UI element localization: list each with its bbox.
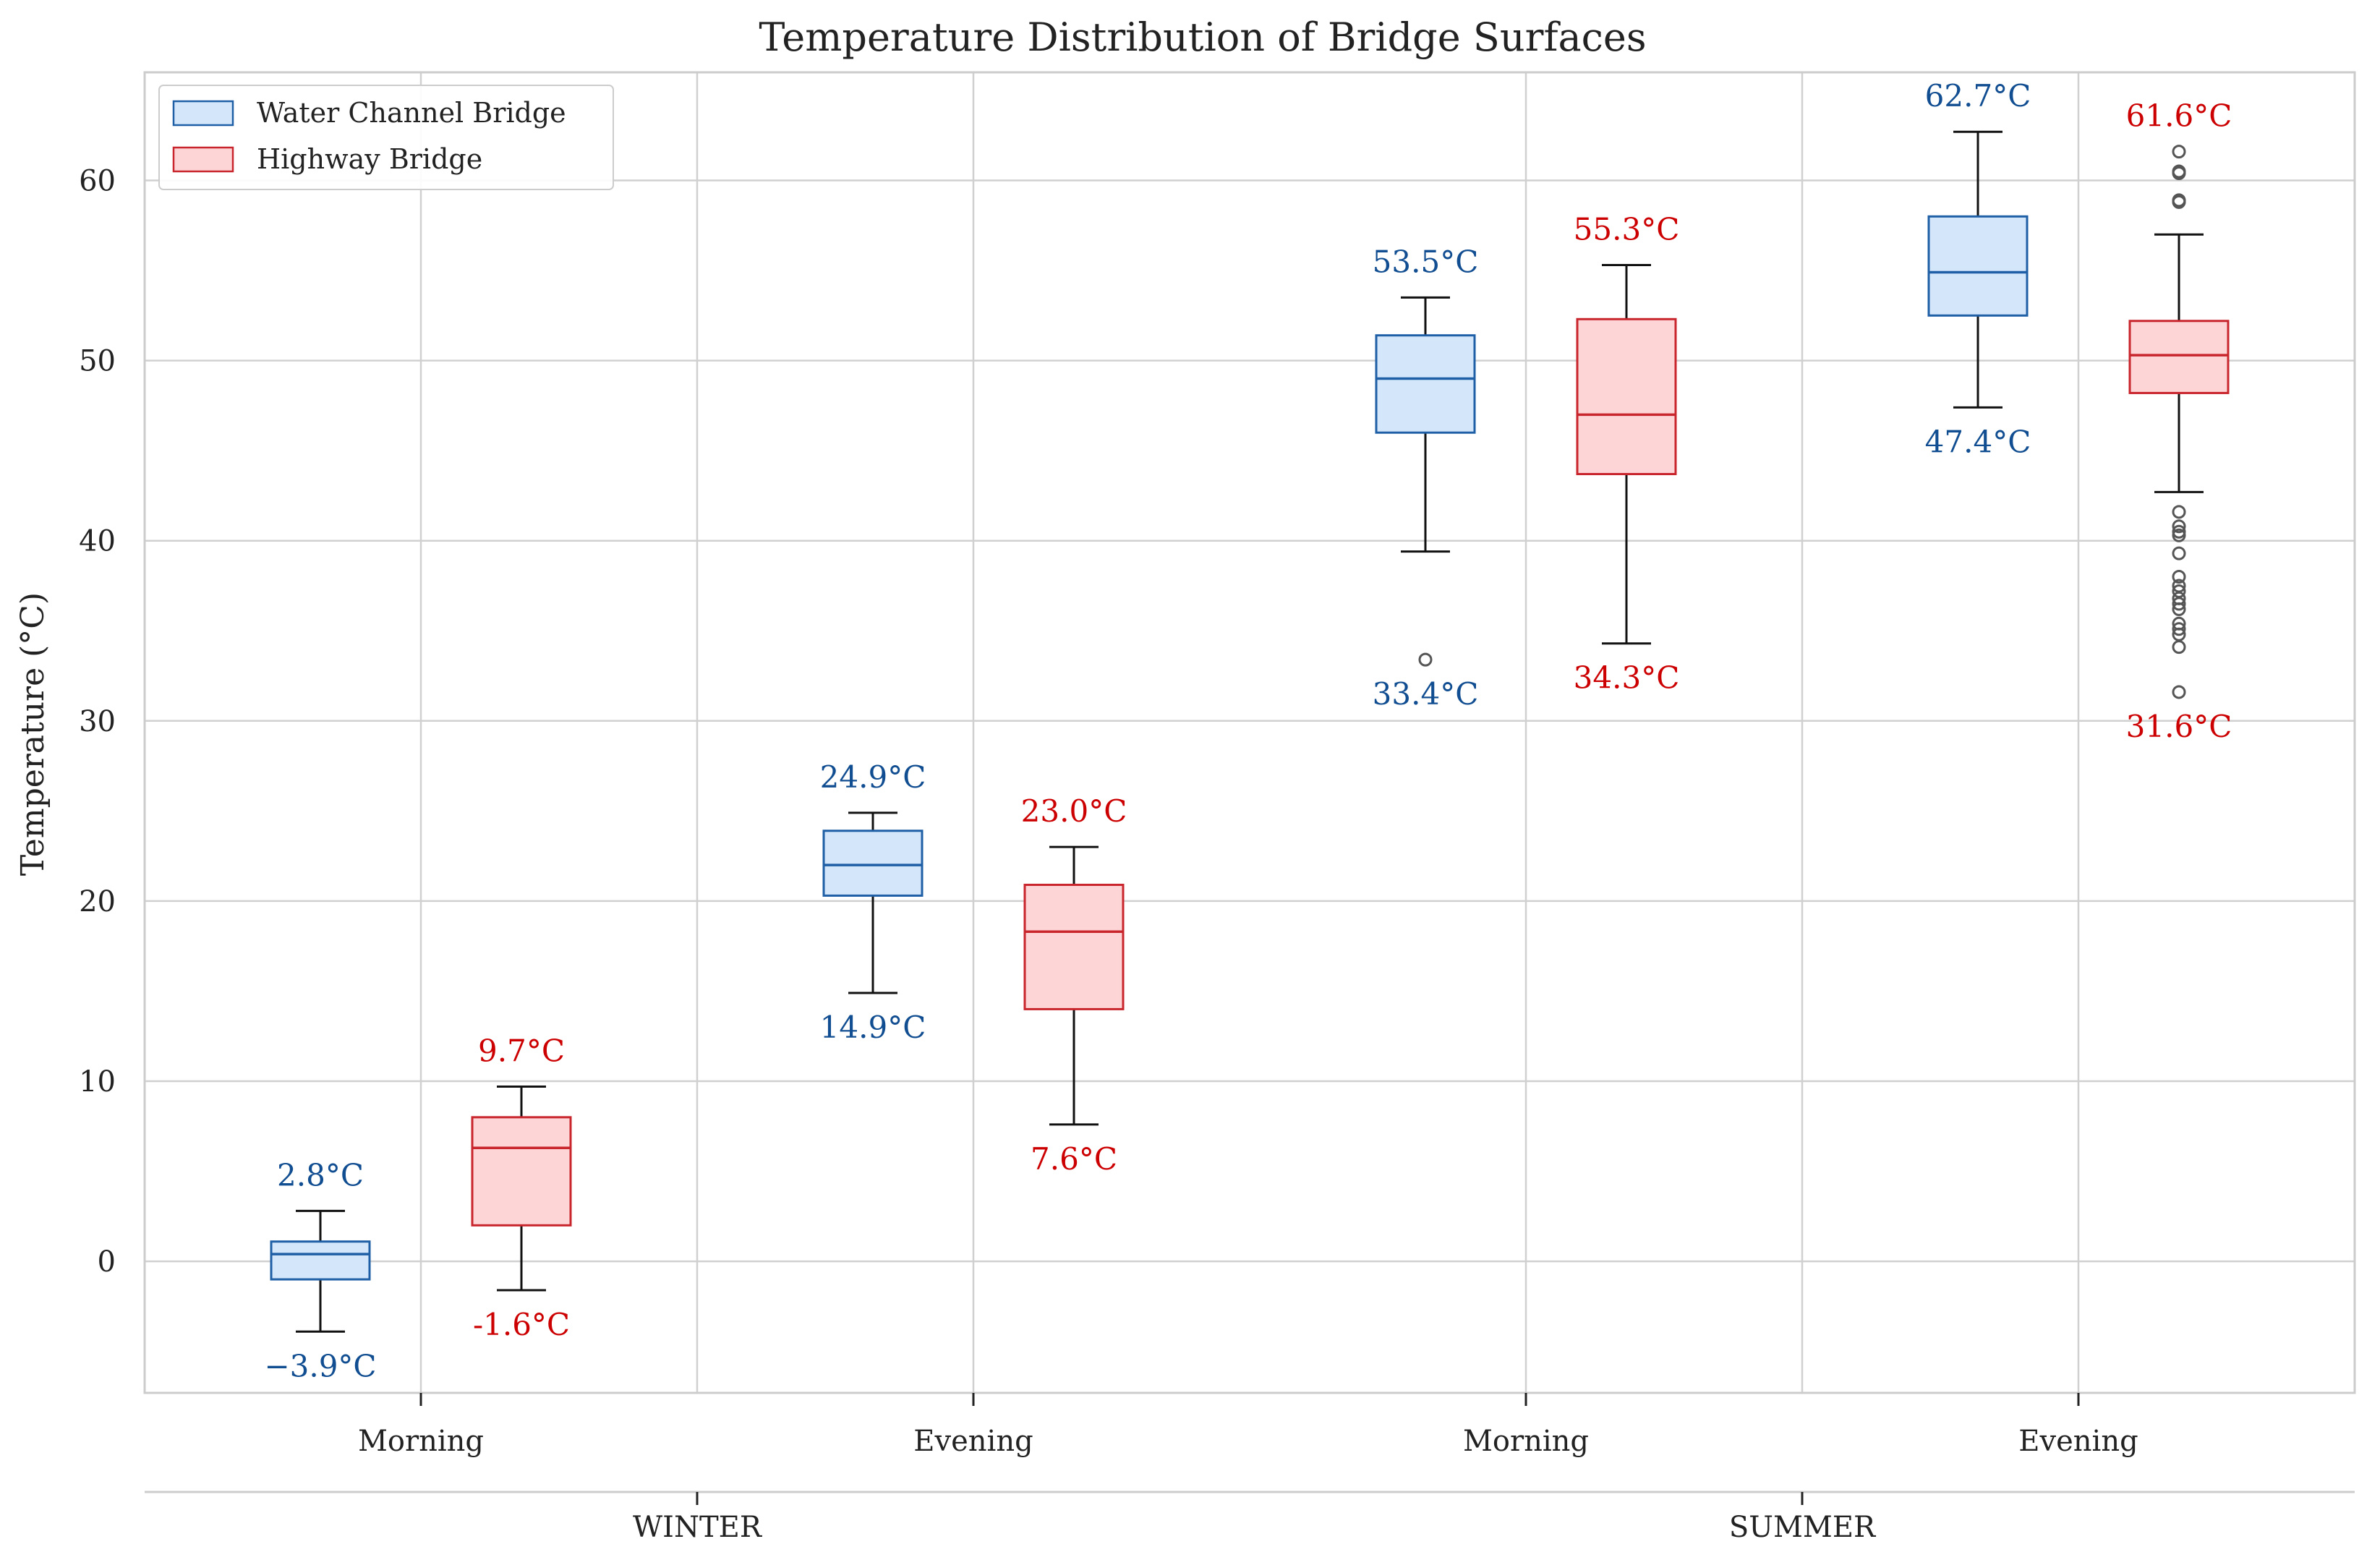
box-plots — [270, 130, 2230, 1333]
box-water-channel-bridge — [822, 811, 924, 994]
legend-swatch-highway — [172, 146, 234, 173]
box-highway-bridge — [471, 1086, 572, 1292]
outlier-point — [2172, 528, 2186, 542]
y-tick-label: 0 — [98, 1245, 116, 1279]
min-value-label: 47.4°C — [1925, 424, 2031, 459]
min-value-label: 34.3°C — [1574, 660, 1680, 696]
outlier-point — [2172, 685, 2186, 699]
box-highway-bridge — [1576, 264, 1677, 645]
outlier-point — [1418, 652, 1433, 667]
y-tick-label: 60 — [79, 164, 116, 197]
outlier-point — [2172, 505, 2186, 519]
y-axis-ticks: 0 10 20 30 40 50 60 — [79, 164, 116, 1279]
y-tick-label: 20 — [79, 885, 116, 918]
max-value-label: 61.6°C — [2126, 98, 2232, 134]
max-value-label: 53.5°C — [1373, 244, 1479, 279]
box-highway-bridge — [1023, 845, 1125, 1126]
outlier-point — [2172, 597, 2186, 611]
x-tick-label: Morning — [1463, 1425, 1589, 1458]
y-axis-label: Temperature (°C) — [14, 592, 51, 876]
max-value-label: 62.7°C — [1925, 78, 2031, 114]
box-iqr — [822, 830, 924, 897]
min-value-label: 31.6°C — [2126, 709, 2232, 744]
box-iqr — [2128, 320, 2230, 394]
box-iqr — [1576, 317, 1677, 476]
outlier-point — [2172, 570, 2186, 584]
plot-frame — [143, 71, 2356, 1394]
legend: Water Channel Bridge Highway Bridge — [158, 85, 614, 190]
y-tick-label: 40 — [79, 525, 116, 558]
legend-label-highway: Highway Bridge — [257, 143, 482, 175]
min-value-label: −3.9°C — [264, 1348, 376, 1383]
y-tick-label: 50 — [79, 345, 116, 378]
box-iqr — [1927, 215, 2029, 317]
min-value-label: 14.9°C — [820, 1010, 926, 1045]
season-label: WINTER — [633, 1511, 763, 1544]
x-tick-label: Evening — [2018, 1425, 2138, 1458]
outlier-point — [2172, 622, 2186, 636]
box-water-channel-bridge — [1375, 296, 1476, 667]
outlier-point — [2172, 519, 2186, 534]
legend-frame — [158, 85, 614, 190]
legend-label-water-channel: Water Channel Bridge — [257, 97, 566, 129]
gridlines — [145, 72, 2355, 1393]
max-value-label: 23.0°C — [1021, 793, 1127, 829]
min-value-label: 7.6°C — [1031, 1141, 1117, 1177]
y-tick-label: 10 — [79, 1065, 116, 1099]
y-tick-label: 30 — [79, 705, 116, 738]
box-highway-bridge — [2128, 145, 2230, 699]
x-tick-label: Morning — [358, 1425, 484, 1458]
box-iqr — [1023, 884, 1125, 1010]
outlier-point — [2172, 546, 2186, 560]
group-separators — [696, 72, 1804, 1393]
season-label: SUMMER — [1729, 1511, 1877, 1544]
outlier-point — [2172, 145, 2186, 159]
chart-title: Temperature Distribution of Bridge Surfa… — [759, 14, 1646, 60]
max-value-label: 9.7°C — [478, 1033, 565, 1069]
outlier-point — [2172, 602, 2186, 616]
box-iqr — [1375, 334, 1476, 434]
max-value-label: 24.9°C — [820, 759, 926, 795]
x-axis-ticks: Morning Evening Morning Evening — [358, 1393, 2138, 1458]
season-axis: WINTER SUMMER — [145, 1491, 2355, 1544]
min-value-label: -1.6°C — [473, 1307, 570, 1342]
max-value-label: 2.8°C — [277, 1157, 364, 1193]
outlier-point — [2172, 640, 2186, 654]
box-water-channel-bridge — [1927, 130, 2029, 409]
max-value-label: 55.3°C — [1574, 212, 1680, 247]
box-water-channel-bridge — [270, 1209, 371, 1333]
outlier-point — [2172, 195, 2186, 209]
value-labels: 2.8°C −3.9°C 24.9°C 14.9°C 53.5°C 33.4°C 62.7°… — [264, 78, 2232, 1383]
min-value-label: 33.4°C — [1373, 676, 1479, 712]
x-tick-label: Evening — [913, 1425, 1033, 1458]
outlier-point — [2172, 166, 2186, 181]
box-iqr — [471, 1116, 572, 1227]
box-iqr — [270, 1240, 371, 1281]
legend-swatch-water-channel — [172, 100, 234, 127]
